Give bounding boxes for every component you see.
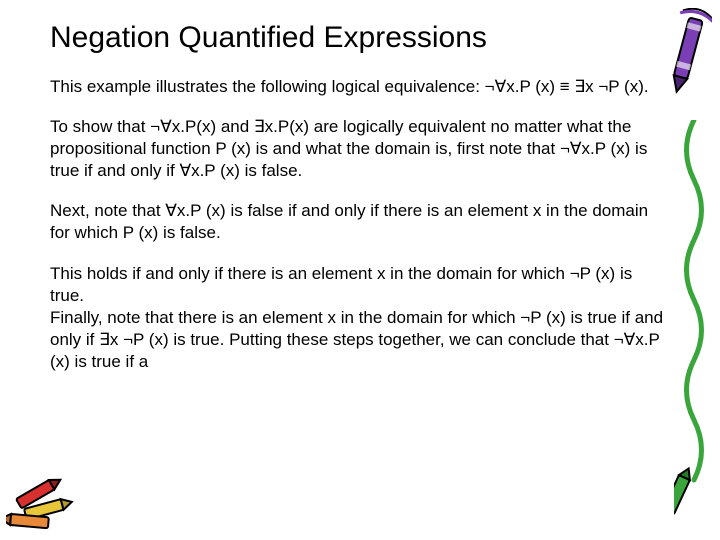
crayon-icon [6, 469, 86, 534]
paragraph: Next, note that ∀x.P (x) is false if and… [50, 200, 670, 244]
body-text: This example illustrates the following l… [50, 76, 670, 373]
crayon-icon [674, 120, 714, 525]
paragraph: To show that ¬∀x.P(x) and ∃x.P(x) are lo… [50, 116, 670, 182]
paragraph: This holds if and only if there is an el… [50, 263, 670, 373]
paragraph: This example illustrates the following l… [50, 76, 670, 98]
crayon-icon [662, 8, 712, 103]
page-title: Negation Quantified Expressions [50, 20, 670, 56]
slide: Negation Quantified Expressions This exa… [0, 0, 720, 540]
